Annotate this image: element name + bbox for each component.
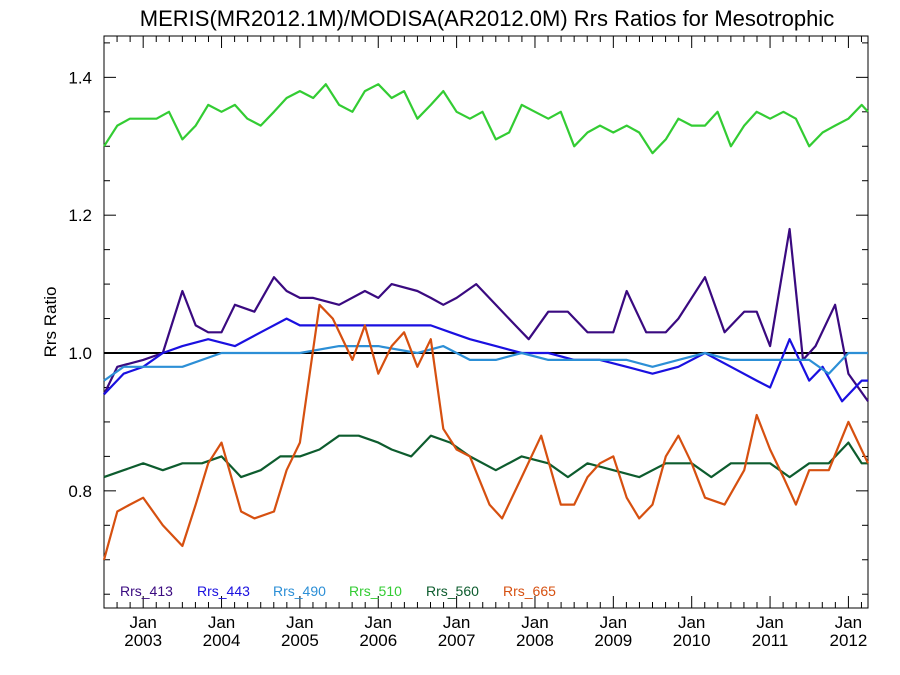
legend-entry: Rrs_560 xyxy=(426,583,479,599)
x-tick-label-year: 2010 xyxy=(673,631,711,650)
series-line-rrs-443 xyxy=(103,317,868,403)
plot-frame xyxy=(103,35,869,609)
x-tick-label-year: 2005 xyxy=(281,631,319,650)
x-tick-label-year: 2011 xyxy=(752,631,789,650)
x-tick-label-month: Jan xyxy=(521,613,548,632)
legend-entry: Rrs_490 xyxy=(273,583,326,599)
chart-title: MERIS(MR2012.1M)/MODISA(AR2012.0M) Rrs R… xyxy=(140,6,834,31)
y-tick-label: 1.2 xyxy=(68,206,92,225)
x-tick-label-year: 2009 xyxy=(594,631,632,650)
x-tick-label-month: Jan xyxy=(600,613,627,632)
series-line-rrs-560 xyxy=(103,434,868,479)
y-tick-label: 1.0 xyxy=(68,344,92,363)
legend-entry: Rrs_413 xyxy=(120,583,173,599)
x-tick-label-month: Jan xyxy=(365,613,392,632)
x-tick-label-year: 2004 xyxy=(203,631,241,650)
x-tick-label-month: Jan xyxy=(129,613,156,632)
series-line-rrs-665 xyxy=(102,303,869,561)
x-tick-label-month: Jan xyxy=(678,613,705,632)
x-tick-label-month: Jan xyxy=(835,613,862,632)
x-tick-label-year: 2007 xyxy=(438,631,476,650)
legend-entry: Rrs_443 xyxy=(197,583,250,599)
x-tick-label-year: 2008 xyxy=(516,631,554,650)
plot-area: 0.81.01.21.4Jan2003Jan2004Jan2005Jan2006… xyxy=(68,35,869,650)
y-tick-label: 0.8 xyxy=(68,482,92,501)
x-tick-label-month: Jan xyxy=(286,613,313,632)
x-tick-label-month: Jan xyxy=(208,613,235,632)
x-tick-label-year: 2006 xyxy=(359,631,397,650)
legend-entry: Rrs_665 xyxy=(503,583,556,599)
series-line-rrs-490 xyxy=(103,345,868,382)
x-tick-label-month: Jan xyxy=(756,613,783,632)
series-line-rrs-510 xyxy=(103,83,869,155)
x-tick-label-month: Jan xyxy=(443,613,470,632)
y-axis-label: Rrs Ratio xyxy=(41,287,60,358)
y-tick-label: 1.4 xyxy=(68,68,92,87)
legend-entry: Rrs_510 xyxy=(349,583,402,599)
x-tick-label-year: 2003 xyxy=(124,631,162,650)
x-tick-label-year: 2012 xyxy=(829,631,867,650)
series-line-rrs-413 xyxy=(103,227,869,402)
